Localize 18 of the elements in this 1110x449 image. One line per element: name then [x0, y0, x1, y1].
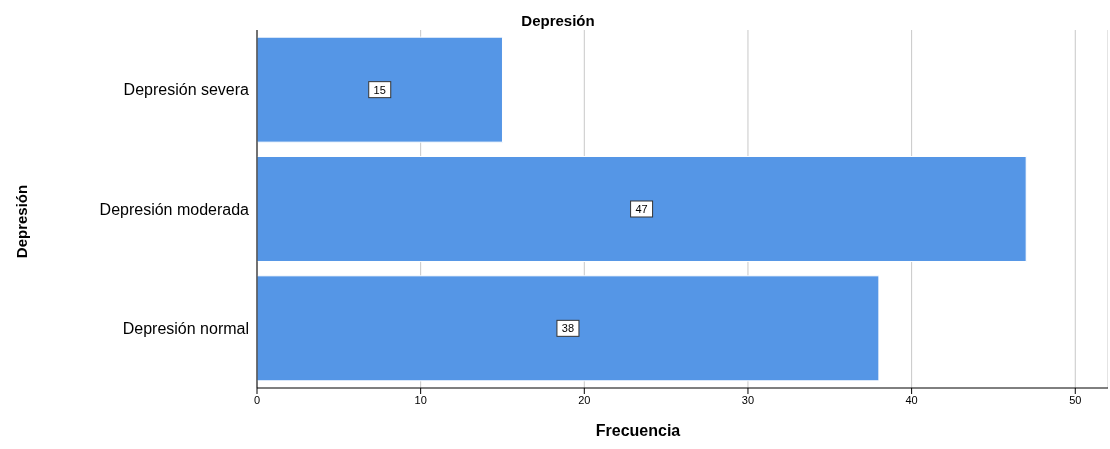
- x-tick-label: 40: [905, 393, 918, 406]
- x-tick-label: 30: [741, 393, 755, 406]
- x-tick-label: 20: [578, 393, 591, 406]
- x-tick-label: 0: [253, 393, 261, 406]
- y-tick-label: Depresión normal: [122, 320, 249, 338]
- x-axis-title: Frecuencia: [594, 422, 682, 440]
- y-tick-label: Depresión severa: [123, 81, 250, 99]
- data-label: 38: [561, 322, 575, 335]
- y-tick-label: Depresión moderada: [99, 200, 250, 218]
- y-axis-title: Depresión: [12, 183, 30, 261]
- x-tick-label: 10: [414, 393, 427, 406]
- data-label: 47: [635, 202, 648, 215]
- data-label: 15: [373, 83, 386, 96]
- bar: [257, 36, 503, 143]
- chart-title: Depresión: [520, 12, 596, 29]
- x-tick-label: 50: [1069, 393, 1082, 406]
- bar: [257, 275, 880, 382]
- bar: [257, 155, 1027, 262]
